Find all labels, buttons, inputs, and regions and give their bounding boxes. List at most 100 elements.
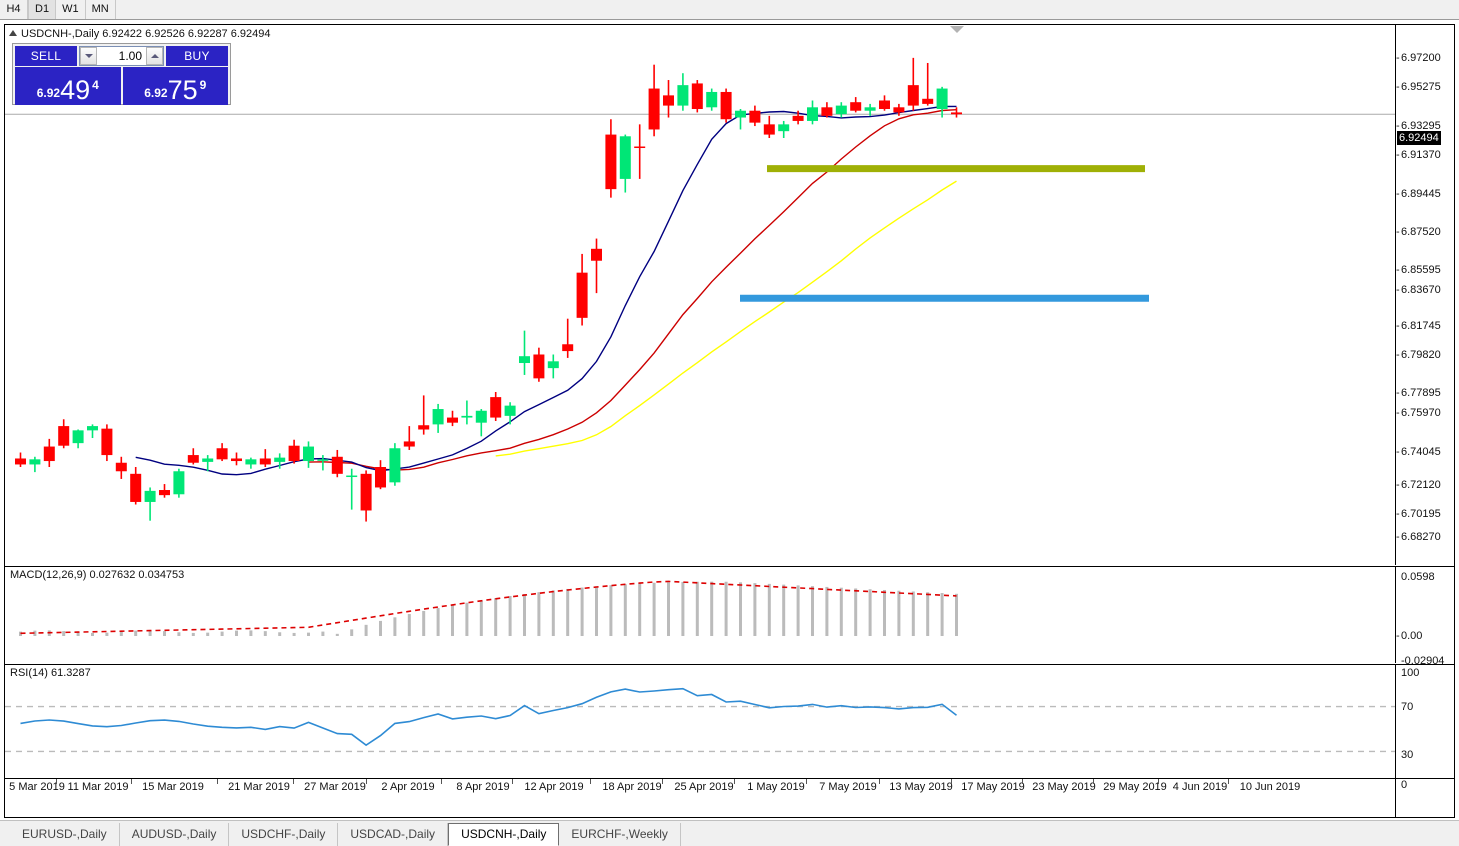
- chart-header-text: USDCNH-,Daily 6.92422 6.92526 6.92287 6.…: [21, 28, 271, 40]
- price-axis-tick-label: 6.87520: [1401, 226, 1441, 238]
- macd-axis: 0.0598 -0.00 -0.02904: [1395, 567, 1454, 667]
- timeframe-d1[interactable]: D1: [28, 0, 57, 19]
- chart-tabs: EURUSD-,Daily AUDUSD-,Daily USDCHF-,Daily U…: [10, 823, 681, 846]
- candle: [562, 318, 574, 358]
- chart-tab-label: USDCNH-,Daily: [461, 827, 547, 841]
- date-axis-separator: [1158, 779, 1159, 784]
- chart-tab-usdcnhdaily[interactable]: USDCNH-,Daily: [448, 823, 560, 846]
- price-candlestick-svg: [5, 57, 1395, 522]
- candle: [418, 395, 430, 435]
- candle: [792, 110, 804, 125]
- candle: [87, 424, 98, 439]
- price-axis-tick-label: 6.89445: [1401, 188, 1441, 200]
- price-axis[interactable]: -6.97200 -6.95275 -6.93295 -6.91370 -6.89445…: [1395, 25, 1454, 590]
- candle: [807, 100, 818, 125]
- macd-axis-tick-label: 0.00: [1401, 630, 1423, 642]
- candle-body: [317, 459, 329, 461]
- candle: [43, 438, 55, 468]
- candle: [821, 102, 833, 118]
- price-axis-tick: -6.81745: [1396, 320, 1441, 332]
- rsi-axis: 100 70 30 0: [1395, 665, 1454, 791]
- chart-frame: USDCNH-,Daily 6.92422 6.92526 6.92287 6.…: [4, 24, 1455, 818]
- tick-dash-icon: -: [1396, 407, 1400, 419]
- tick-dash-icon: -: [1396, 387, 1400, 399]
- candle: [778, 120, 790, 138]
- date-axis-separator: [293, 779, 294, 784]
- macd-axis-tick-label: 0.0598: [1401, 571, 1435, 583]
- tick-dash-icon: -: [1396, 188, 1400, 200]
- chart-tab-usdchfdaily[interactable]: USDCHF-,Daily: [229, 823, 339, 846]
- macd-header: MACD(12,26,9) 0.027632 0.034753: [10, 569, 185, 581]
- price-axis-tick-label: 6.75970: [1401, 407, 1441, 419]
- scroll-position-marker-icon[interactable]: [949, 26, 964, 33]
- price-plot-area[interactable]: [5, 25, 1395, 565]
- candle: [879, 95, 890, 111]
- candle-body: [706, 91, 718, 108]
- candle: [389, 443, 401, 486]
- sell-price-prefix: 6.92: [36, 86, 61, 100]
- candle-body: [504, 405, 516, 416]
- candle-body: [922, 98, 934, 104]
- sell-label[interactable]: SELL: [15, 46, 77, 66]
- price-axis-tick: -6.97200: [1396, 52, 1441, 64]
- candle-body: [216, 448, 228, 460]
- price-axis-tick-label: 6.68270: [1401, 531, 1441, 543]
- date-axis-label: 10 Jun 2019: [1239, 781, 1301, 793]
- timeframe-h4[interactable]: H4: [0, 0, 28, 19]
- sell-price-big: 49: [60, 74, 91, 105]
- candle: [663, 80, 674, 118]
- candle: [835, 102, 847, 118]
- rsi-axis-tick-label: 70: [1401, 701, 1414, 713]
- volume-value[interactable]: 1.00: [97, 47, 146, 65]
- candle: [576, 253, 588, 326]
- candle: [907, 57, 919, 111]
- candle-body: [58, 426, 70, 446]
- chart-tab-eurchfweekly[interactable]: EURCHF-,Weekly: [559, 823, 681, 846]
- macd-plot-area[interactable]: [5, 567, 1395, 663]
- volume-decrease-button[interactable]: [80, 47, 97, 65]
- candle-body: [303, 446, 314, 462]
- timeframe-label: MN: [91, 3, 109, 15]
- tick-dash-icon: -: [1396, 320, 1400, 332]
- volume-field[interactable]: 1.00: [79, 46, 164, 66]
- buy-price-button[interactable]: 6.92 75 9: [122, 67, 228, 105]
- collapse-triangle-icon[interactable]: [9, 30, 17, 36]
- candle: [346, 468, 358, 510]
- chart-tab-usdcaddaily[interactable]: USDCAD-,Daily: [338, 823, 449, 846]
- candle-body: [648, 88, 660, 130]
- chart-tabbar: EURUSD-,Daily AUDUSD-,Daily USDCHF-,Daily U…: [0, 820, 1459, 846]
- macd-pane: MACD(12,26,9) 0.027632 0.034753 0.0598 -0…: [5, 566, 1454, 667]
- timeframe-label: W1: [62, 3, 79, 15]
- date-axis-label: 12 Apr 2019: [524, 781, 584, 793]
- candle: [274, 453, 286, 469]
- date-axis-separator: [1228, 779, 1229, 784]
- price-axis-tick: -6.79820: [1396, 349, 1441, 361]
- candle-body: [274, 457, 286, 462]
- rsi-axis-tick: 30: [1396, 749, 1413, 761]
- candle-body: [245, 459, 257, 465]
- candle-body: [187, 455, 199, 463]
- chart-header: USDCNH-,Daily 6.92422 6.92526 6.92287 6.…: [9, 28, 271, 40]
- candle-body: [43, 446, 55, 462]
- tick-dash-icon: -: [1396, 81, 1400, 93]
- price-pane: USDCNH-,Daily 6.92422 6.92526 6.92287 6.…: [5, 25, 1454, 590]
- sell-price-button[interactable]: 6.92 49 4: [15, 67, 121, 105]
- timeframe-w1[interactable]: W1: [56, 0, 86, 19]
- date-axis-label: 11 Mar 2019: [67, 781, 129, 793]
- candle: [447, 410, 458, 427]
- price-axis-tick: -6.75970: [1396, 407, 1441, 419]
- timeframe-mn[interactable]: MN: [86, 0, 116, 19]
- chart-tab-eurusddaily[interactable]: EURUSD-,Daily: [10, 823, 120, 846]
- date-axis[interactable]: 5 Mar 2019 11 Mar 2019 15 Mar 2019 21 Mar 2…: [5, 779, 1395, 817]
- candle-body: [447, 417, 458, 423]
- price-axis-tick: -6.87520: [1396, 226, 1441, 238]
- candle: [202, 455, 214, 472]
- rsi-plot-area[interactable]: [5, 665, 1395, 778]
- buy-label[interactable]: BUY: [166, 46, 228, 66]
- buy-price-big: 75: [167, 74, 198, 105]
- volume-increase-button[interactable]: [146, 47, 163, 65]
- date-axis-separator: [1022, 779, 1023, 784]
- candle: [720, 88, 732, 123]
- chart-tab-audusddaily[interactable]: AUDUSD-,Daily: [120, 823, 230, 846]
- candle: [763, 115, 775, 138]
